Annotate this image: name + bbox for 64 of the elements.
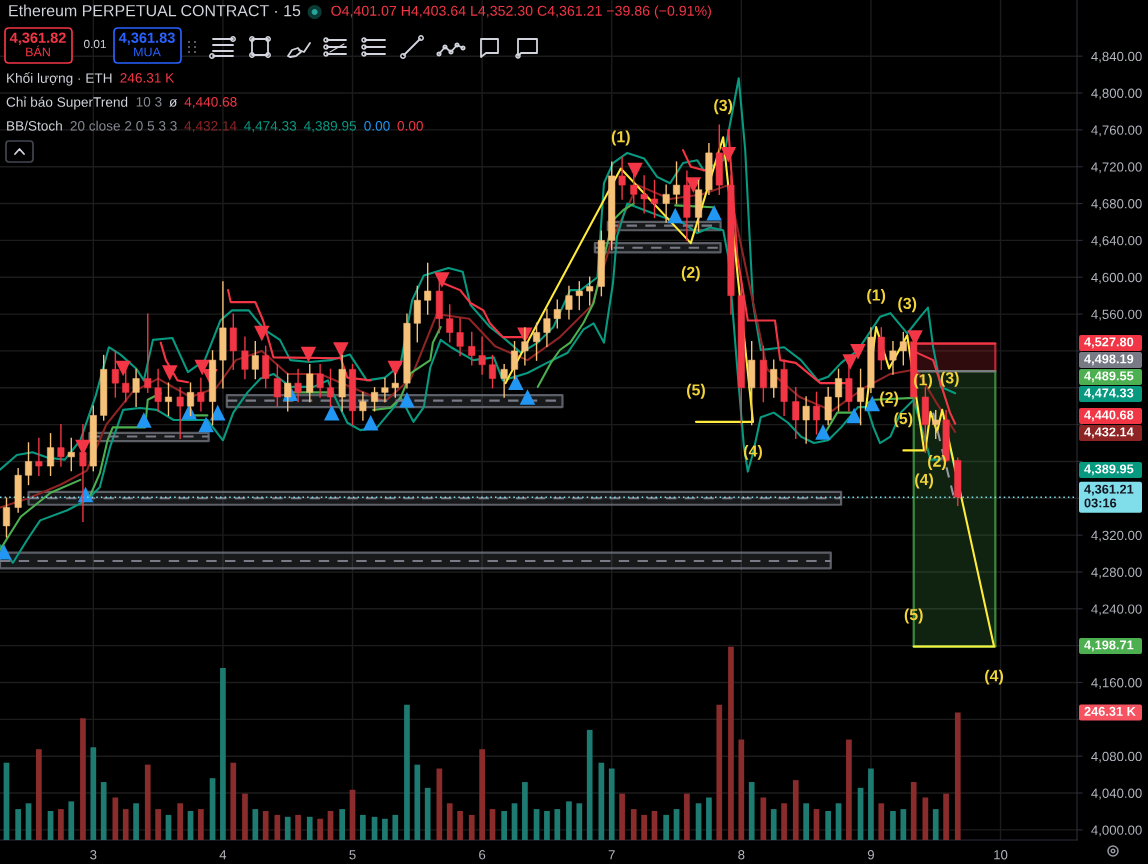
x-tick-label: 9 bbox=[867, 850, 874, 860]
annotation: 4,389.95 bbox=[303, 121, 357, 133]
text: 4,440.68 bbox=[1084, 410, 1134, 422]
y-tick-label: 4,800.00 bbox=[1091, 88, 1142, 100]
annotation: (1) bbox=[611, 130, 630, 146]
annotation: 20 close 2 0 5 3 3 bbox=[70, 120, 177, 131]
annotation: 4,361.83 bbox=[118, 32, 175, 46]
annotation: (3) bbox=[940, 371, 959, 387]
annotation: Chỉ báo SuperTrend bbox=[6, 96, 128, 110]
annotation: (4) bbox=[985, 669, 1004, 685]
y-tick-label: 4,280.00 bbox=[1091, 567, 1142, 579]
y-tick-label: 4,040.00 bbox=[1091, 788, 1142, 800]
annotation: 4,432.14 bbox=[184, 121, 237, 133]
annotation: (5) bbox=[904, 608, 923, 624]
y-tick-label: 4,640.00 bbox=[1091, 235, 1142, 247]
annotation: Khối lượng · ETH bbox=[7, 72, 112, 86]
text: 4,498.19 bbox=[1084, 354, 1134, 366]
y-tick-label: 4,320.00 bbox=[1091, 530, 1142, 542]
annotation: (1) bbox=[867, 288, 886, 304]
annotation: (2) bbox=[928, 455, 946, 470]
annotation: 0.01 bbox=[83, 39, 106, 49]
y-tick-label: 4,840.00 bbox=[1091, 51, 1142, 63]
y-tick-label: 4,240.00 bbox=[1091, 604, 1142, 616]
x-tick-label: 4 bbox=[219, 850, 227, 860]
annotation: ø bbox=[169, 99, 177, 107]
annotation: 0.00 bbox=[364, 121, 390, 131]
ref-line-label: 4,361.21 03:16 bbox=[1084, 484, 1134, 508]
annotation: 4,474.33 bbox=[244, 121, 297, 133]
y-tick-label: 4,720.00 bbox=[1091, 162, 1142, 174]
annotation: (3) bbox=[714, 99, 733, 115]
x-tick-label: 5 bbox=[349, 850, 356, 860]
text: 4,198.71 bbox=[1084, 640, 1134, 652]
text: 4,489.55 bbox=[1084, 371, 1134, 383]
text: 4,527.80 bbox=[1084, 337, 1134, 349]
x-tick-label: 3 bbox=[90, 850, 97, 860]
annotation: 0.00 bbox=[397, 121, 423, 131]
annotation: 246.31 K bbox=[120, 73, 175, 83]
y-tick-label: 4,600.00 bbox=[1091, 272, 1142, 284]
annotation: (5) bbox=[687, 383, 705, 399]
annotation: 4,440.68 bbox=[184, 97, 237, 109]
annotation: (2) bbox=[681, 266, 700, 282]
text: 4,474.33 bbox=[1084, 388, 1134, 400]
x-tick-label: 6 bbox=[479, 850, 486, 860]
x-tick-label: 10 bbox=[994, 850, 1008, 860]
annotation: (4) bbox=[915, 473, 934, 489]
y-tick-label: 4,560.00 bbox=[1091, 309, 1142, 321]
y-tick-label: 4,680.00 bbox=[1091, 199, 1142, 211]
y-tick-label: 4,760.00 bbox=[1091, 125, 1142, 137]
annotation: 10 3 bbox=[136, 97, 162, 107]
annotation: (3) bbox=[898, 297, 917, 313]
annotation: BÁN bbox=[26, 45, 50, 57]
chart-title: Ethereum PERPETUAL CONTRACT · 15 bbox=[9, 4, 301, 17]
text: 246.31 K bbox=[1084, 706, 1136, 716]
chart-subtitle: O4,401.07 H4,403.64 L4,352.30 C4,361.21 −39.86 (−0.91%) bbox=[331, 5, 711, 19]
x-tick-label: 7 bbox=[608, 850, 615, 860]
annotation: BB/Stoch bbox=[7, 120, 62, 131]
y-tick-label: 4,080.00 bbox=[1091, 751, 1142, 763]
annotation: MUA bbox=[134, 47, 161, 57]
annotation: 4,361.82 bbox=[9, 32, 66, 46]
text: 4,389.95 bbox=[1084, 464, 1134, 476]
x-tick-label: 8 bbox=[738, 850, 745, 860]
y-tick-label: 4,160.00 bbox=[1091, 678, 1142, 689]
y-tick-label: 4,000.00 bbox=[1091, 825, 1142, 837]
text: 4,432.14 bbox=[1084, 427, 1134, 439]
